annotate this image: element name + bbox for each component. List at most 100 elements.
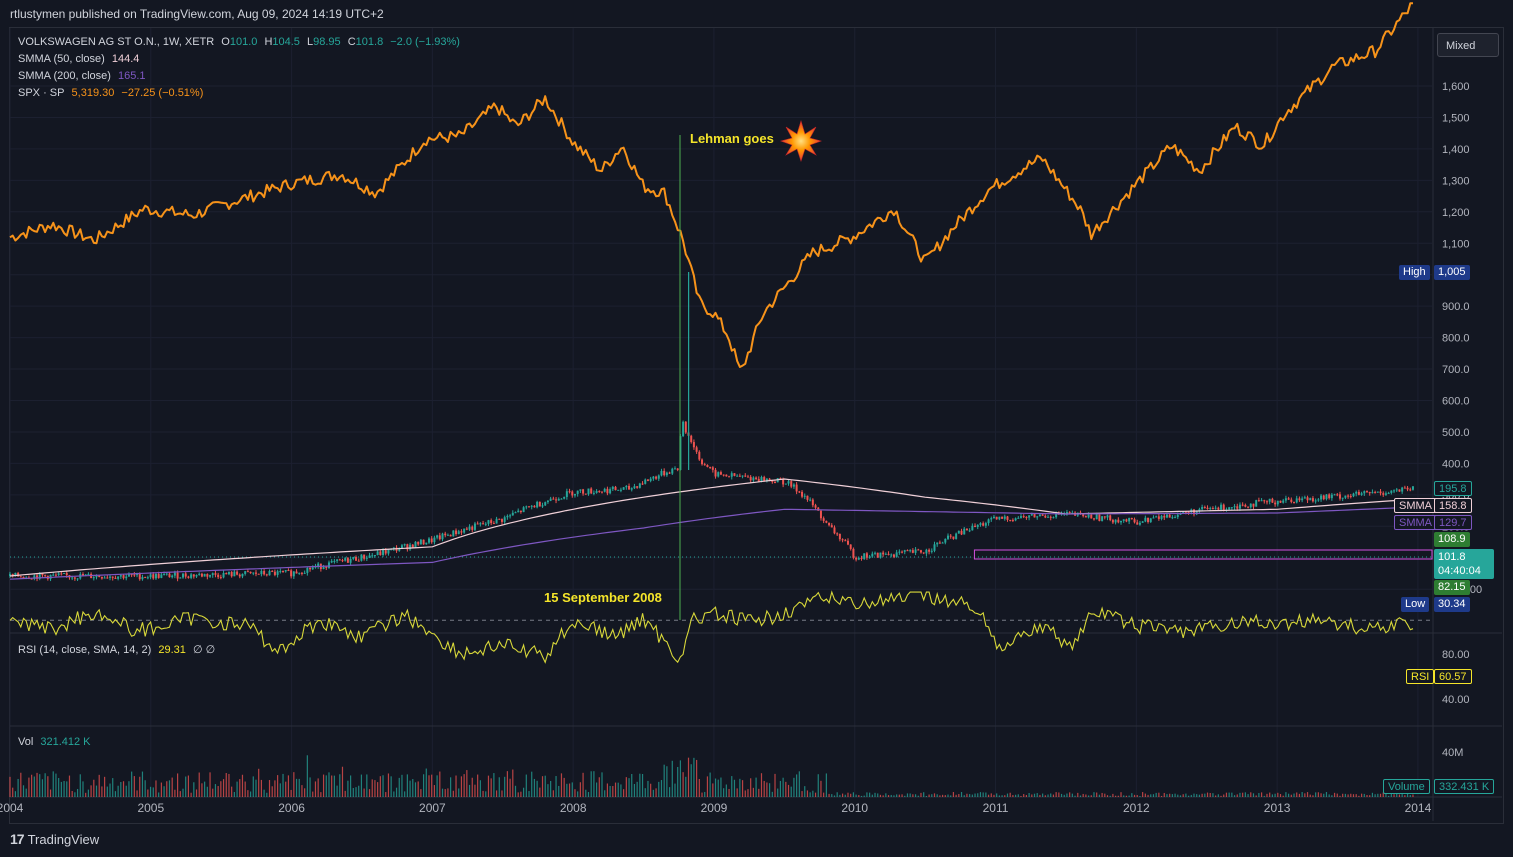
volume-bar (1315, 792, 1317, 797)
volume-bar (187, 775, 190, 797)
legend-smma50-label[interactable]: SMMA (50, close) (18, 53, 105, 65)
legend-smma200-value: 165.1 (117, 70, 146, 82)
volume-bar (468, 784, 471, 797)
legend-smma50[interactable]: SMMA (50, close) 144.4 (18, 53, 143, 65)
volume-bar (685, 776, 687, 797)
volume-bar (601, 772, 603, 797)
legend-rsi[interactable]: RSI (14, close, SMA, 14, 2) 29.31 ∅ ∅ (18, 643, 219, 656)
volume-bar (658, 781, 660, 797)
rsi-series-line[interactable] (9, 590, 1414, 664)
candle-body (525, 506, 528, 508)
volume-bar (1301, 792, 1303, 797)
volume-bar (920, 792, 922, 797)
volume-bar (358, 785, 360, 797)
lehman-annotation[interactable]: Lehman goes (690, 131, 774, 146)
candle-body (619, 489, 622, 491)
volume-bar (898, 794, 900, 797)
volume-bar (1312, 795, 1314, 797)
candle-body (630, 488, 633, 490)
candle-body (806, 495, 809, 500)
volume-bar (1363, 793, 1365, 797)
volume-bar (1077, 792, 1079, 797)
legend-spx-label[interactable]: SPX · SP (18, 87, 65, 99)
volume-bar (623, 789, 625, 797)
volume-bar (290, 789, 292, 797)
candle-body (1001, 516, 1004, 519)
smma-series-line[interactable] (9, 478, 1418, 577)
volume-bar (1050, 793, 1052, 797)
volume-bar (1177, 794, 1179, 797)
legend-smma200[interactable]: SMMA (200, close) 165.1 (18, 70, 150, 82)
volume-bar (477, 774, 479, 797)
legend-vol-label[interactable]: Vol (18, 736, 34, 748)
candle-body (1198, 509, 1201, 511)
price-tick-label: 1,200 (1442, 207, 1470, 219)
candle-body (503, 517, 506, 522)
volume-bar (1139, 795, 1141, 797)
volume-bar (1104, 793, 1106, 797)
candle-body (544, 502, 547, 506)
legend-vol[interactable]: Vol 321.412 K (18, 736, 95, 748)
candle-body (1376, 491, 1379, 493)
volume-bar (112, 778, 114, 797)
volume-bar (1060, 793, 1063, 797)
candle-body (557, 498, 560, 501)
candle-body (1290, 499, 1293, 502)
candle-body (1179, 513, 1182, 515)
price-axis[interactable]: 1,6001,5001,4001,3001,2001,1001,000900.0… (1442, 81, 1482, 759)
candle-body (601, 491, 604, 493)
volume-bar (128, 781, 130, 797)
smma-series-line[interactable] (9, 506, 1418, 580)
candle-body (695, 447, 698, 452)
candle-body (336, 559, 339, 561)
candle-body (611, 486, 614, 490)
volume-bar (277, 775, 279, 797)
candle-body (590, 488, 593, 494)
legend-symbol[interactable]: VOLKSWAGEN AG ST O.N., 1W, XETR (18, 36, 215, 48)
legend-main[interactable]: VOLKSWAGEN AG ST O.N., 1W, XETR O101.0 H… (18, 36, 464, 48)
scale-mode-button[interactable]: Mixed (1437, 33, 1499, 57)
volume-bar (612, 786, 614, 797)
legend-smma200-label[interactable]: SMMA (200, close) (18, 70, 111, 82)
candle-body (595, 491, 598, 493)
legend-spx[interactable]: SPX · SP 5,319.30 −27.25 (−0.51%) (18, 87, 207, 99)
candle-body (984, 523, 987, 526)
candle-body (1157, 516, 1160, 519)
candle-body (98, 575, 101, 577)
candle-body (928, 549, 931, 552)
volume-bar (155, 780, 157, 797)
volume-bar (414, 782, 417, 797)
candle-body (871, 553, 874, 557)
candle-body (152, 574, 155, 579)
volume-bar (52, 771, 54, 797)
candle-body (841, 539, 844, 541)
candle-body (22, 576, 25, 579)
volume-bar (544, 775, 546, 797)
volume-bar (98, 774, 100, 797)
candle-body (1149, 518, 1152, 522)
candle-body (1268, 498, 1271, 502)
legend-rsi-label[interactable]: RSI (14, close, SMA, 14, 2) (18, 644, 152, 656)
candle-body (265, 574, 268, 576)
volume-bar (1187, 795, 1190, 797)
candle-body (1030, 514, 1033, 516)
candle-body (444, 533, 447, 536)
date-annotation[interactable]: 15 September 2008 (544, 590, 662, 605)
volume-bar (398, 777, 400, 797)
volume-bar (450, 777, 452, 797)
candle-body (836, 533, 839, 535)
volume-bar (106, 786, 108, 797)
candle-body (476, 523, 479, 525)
candle-body (898, 551, 901, 553)
candle-body (960, 530, 963, 535)
candle-body (925, 549, 928, 554)
volume-bar (144, 780, 146, 797)
volume-bar (852, 792, 855, 797)
time-axis[interactable]: 2004 2005 2006 2007 2008 2009 2010 2011 2012 2013… (0, 801, 1432, 815)
volume-bar (31, 774, 33, 797)
tradingview-brand[interactable]: 17 TradingView (10, 831, 99, 847)
spx-series-line[interactable] (9, 2, 1414, 368)
volume-bar (212, 788, 214, 797)
volume-bar (585, 789, 587, 797)
